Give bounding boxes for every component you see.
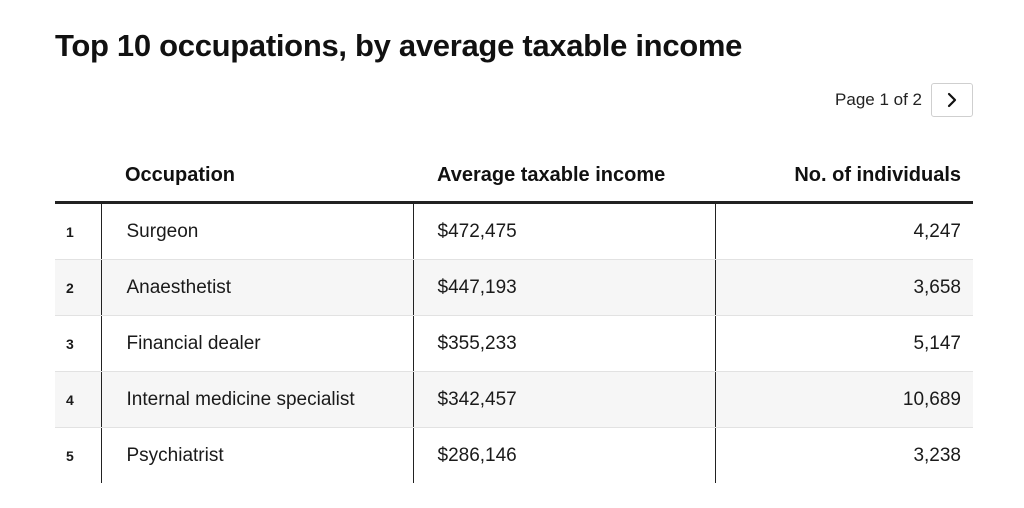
header-income: Average taxable income [413,150,715,204]
rank-cell: 2 [55,259,102,316]
individuals-cell: 5,147 [715,315,973,372]
table-row: 4 Internal medicine specialist $342,457 10,… [55,371,973,428]
pagination: Page 1 of 2 [835,83,973,117]
occupation-cell: Anaesthetist [101,259,414,316]
individuals-cell: 10,689 [715,371,973,428]
rank-cell: 3 [55,315,102,372]
rank-cell: 4 [55,371,102,428]
header-rank [55,150,101,204]
page-indicator: Page 1 of 2 [835,90,922,109]
header-individuals: No. of individuals [715,150,973,204]
income-cell: $355,233 [413,315,716,372]
income-cell: $286,146 [413,427,716,483]
individuals-cell: 3,658 [715,259,973,316]
individuals-cell: 4,247 [715,202,973,260]
occupation-cell: Surgeon [101,202,414,260]
occupation-cell: Psychiatrist [101,427,414,483]
next-page-button[interactable] [931,83,973,117]
header-occupation: Occupation [101,150,413,204]
table-row: 1 Surgeon $472,475 4,247 [55,202,973,260]
individuals-cell: 3,238 [913,444,961,466]
table-header-row: Occupation Average taxable income No. of… [55,150,973,204]
occupation-cell: Financial dealer [101,315,414,372]
income-cell: $472,475 [413,202,716,260]
table-row: 3 Financial dealer $355,233 5,147 [55,315,973,372]
occupation-cell: Internal medicine specialist [101,371,414,428]
income-cell: $447,193 [413,259,716,316]
rank-cell: 5 [55,427,102,483]
page-title: Top 10 occupations, by average taxable i… [55,28,743,63]
chevron-right-icon [947,92,957,108]
table-row: 2 Anaesthetist $447,193 3,658 [55,259,973,316]
rank-cell: 1 [55,202,102,260]
income-cell: $342,457 [413,371,716,428]
data-table: Occupation Average taxable income No. of… [55,150,973,483]
table-row: 5 Psychiatrist $286,146 3,238 [55,427,973,483]
